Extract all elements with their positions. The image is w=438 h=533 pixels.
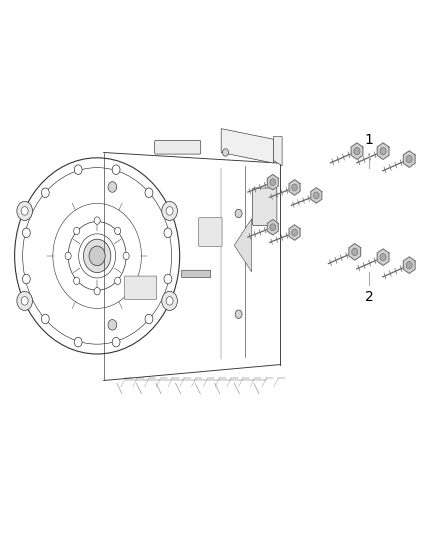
Circle shape [270,179,276,185]
Circle shape [17,201,32,221]
Polygon shape [351,143,363,159]
Circle shape [22,274,30,284]
Circle shape [112,165,120,174]
Circle shape [21,297,28,305]
FancyBboxPatch shape [198,217,222,246]
FancyBboxPatch shape [253,188,277,225]
Circle shape [270,224,276,231]
Circle shape [65,252,71,260]
Polygon shape [349,244,360,260]
Circle shape [314,192,319,199]
Circle shape [74,277,80,285]
FancyBboxPatch shape [124,276,157,300]
Circle shape [94,217,100,224]
Polygon shape [289,180,300,195]
Polygon shape [221,128,273,163]
Circle shape [21,207,28,215]
Polygon shape [234,219,252,272]
Circle shape [17,292,32,310]
Circle shape [108,182,117,192]
Circle shape [94,287,100,295]
Circle shape [406,155,412,163]
Circle shape [115,277,121,285]
Circle shape [42,314,49,324]
Circle shape [223,149,229,156]
Circle shape [108,319,117,330]
Circle shape [145,188,153,198]
FancyBboxPatch shape [155,140,201,154]
FancyBboxPatch shape [182,270,211,278]
Polygon shape [311,188,322,203]
Polygon shape [403,151,415,167]
Circle shape [162,201,177,221]
Polygon shape [377,143,389,159]
Circle shape [292,229,297,236]
Polygon shape [377,249,389,265]
Circle shape [162,292,177,310]
Circle shape [112,337,120,347]
Circle shape [115,227,121,235]
Circle shape [89,246,105,266]
Circle shape [74,337,82,347]
Circle shape [166,297,173,305]
Circle shape [164,228,172,238]
Circle shape [292,184,297,191]
Circle shape [164,274,172,284]
Circle shape [235,209,242,217]
Circle shape [74,227,80,235]
Circle shape [352,248,358,256]
Circle shape [145,314,153,324]
Polygon shape [267,174,278,190]
Circle shape [406,261,412,269]
Text: 2: 2 [365,290,374,304]
Circle shape [74,165,82,174]
Circle shape [42,188,49,198]
Circle shape [166,207,173,215]
Circle shape [235,310,242,318]
Polygon shape [273,136,282,166]
Polygon shape [289,225,300,240]
Text: 1: 1 [365,133,374,147]
Circle shape [123,252,129,260]
Circle shape [380,148,386,155]
Polygon shape [403,257,415,273]
Circle shape [22,228,30,238]
Circle shape [380,254,386,261]
Polygon shape [267,220,278,235]
Circle shape [354,148,360,155]
Circle shape [84,239,111,272]
